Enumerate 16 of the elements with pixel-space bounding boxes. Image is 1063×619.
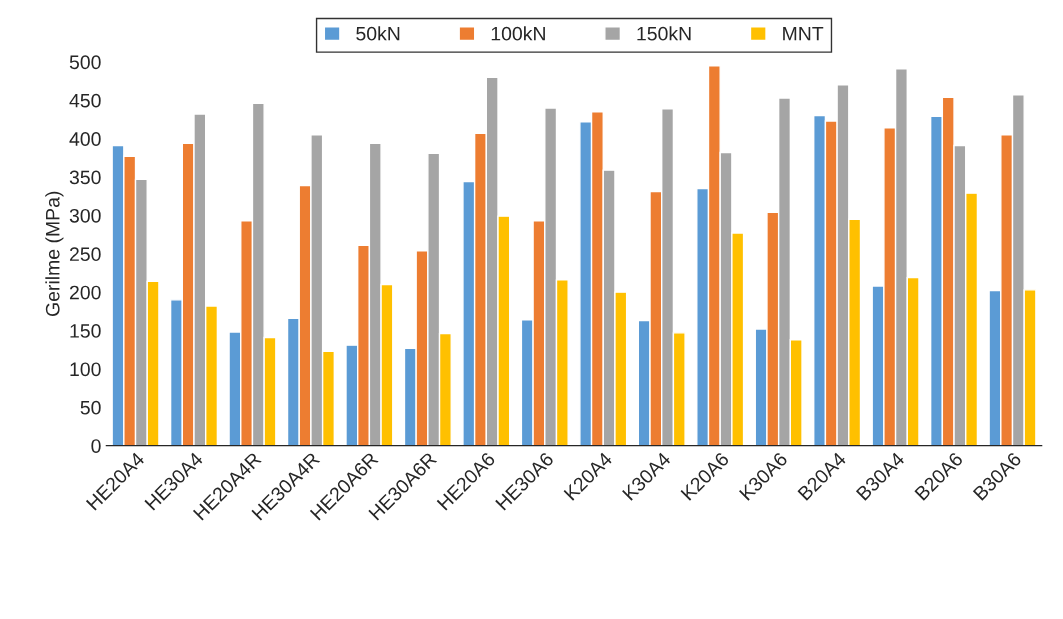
legend-label: 50kN bbox=[356, 26, 400, 41]
y-tick-label: 0 bbox=[91, 439, 101, 453]
legend-label: 150kN bbox=[637, 26, 691, 41]
y-tick-label: 450 bbox=[69, 93, 101, 108]
legend-label: MNT bbox=[783, 26, 824, 41]
y-tick-label: 250 bbox=[69, 247, 101, 262]
y-tick-label: 500 bbox=[69, 55, 101, 70]
y-tick-label: 300 bbox=[69, 208, 101, 223]
y-tick-label: 100 bbox=[70, 362, 101, 377]
legend-label: 100kN bbox=[491, 26, 545, 41]
y-tick-label: 150 bbox=[70, 324, 101, 338]
y-tick-label: 200 bbox=[69, 285, 101, 300]
y-tick-label: 400 bbox=[69, 132, 101, 146]
y-tick-label: 50 bbox=[80, 400, 101, 415]
y-axis-title: Gerilme (MPa) bbox=[45, 191, 64, 317]
y-tick-label: 350 bbox=[69, 170, 101, 185]
